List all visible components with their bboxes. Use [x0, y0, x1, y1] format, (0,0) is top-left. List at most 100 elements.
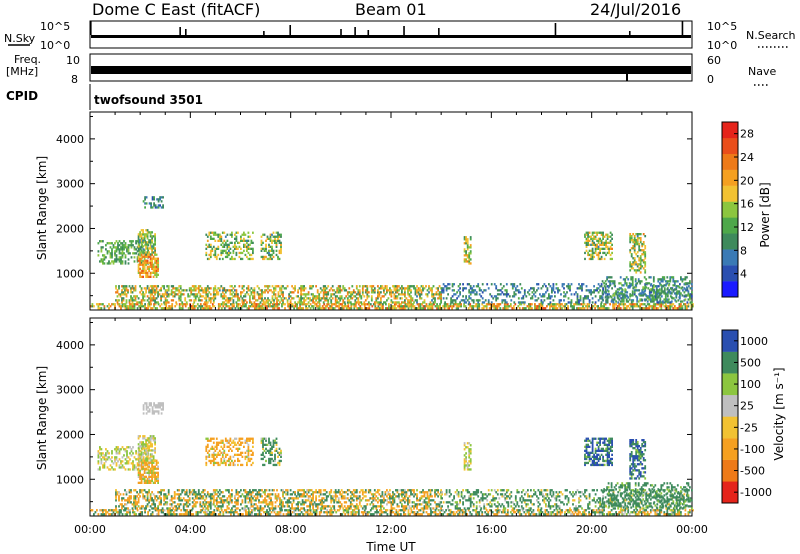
data-cell — [379, 307, 381, 310]
data-cell — [225, 511, 228, 514]
data-cell — [670, 305, 673, 308]
data-cell — [204, 303, 207, 306]
data-cell — [144, 305, 146, 308]
data-cell — [147, 307, 149, 310]
data-cell — [633, 243, 636, 246]
data-cell — [203, 489, 206, 492]
data-cell — [214, 233, 217, 236]
data-cell — [220, 307, 223, 310]
data-cell — [366, 287, 369, 290]
data-cell — [616, 513, 619, 516]
data-cell — [602, 287, 604, 290]
data-cell — [350, 511, 353, 514]
data-cell — [127, 305, 130, 308]
data-cell — [152, 245, 155, 248]
data-cell — [636, 263, 639, 266]
data-cell — [253, 503, 256, 506]
data-cell — [152, 299, 155, 302]
data-cell — [91, 305, 94, 308]
data-cell — [142, 233, 144, 236]
data-cell — [556, 307, 559, 310]
data-cell — [288, 511, 291, 514]
data-cell — [599, 289, 601, 292]
data-cell — [655, 513, 658, 516]
data-cell — [309, 307, 312, 310]
data-cell — [585, 297, 588, 300]
data-cell — [552, 287, 555, 290]
data-cell — [605, 299, 607, 302]
data-cell — [203, 291, 206, 294]
data-cell — [94, 511, 97, 514]
data-cell — [194, 287, 197, 290]
data-cell — [151, 299, 153, 302]
data-cell — [163, 503, 165, 506]
data-cell — [199, 503, 202, 506]
data-cell — [278, 235, 281, 238]
data-cell — [450, 301, 452, 304]
data-cell — [655, 509, 658, 512]
data-cell — [261, 489, 263, 492]
data-cell — [151, 259, 153, 262]
data-cell — [296, 307, 298, 310]
data-cell — [111, 242, 113, 245]
data-cell — [673, 305, 676, 308]
data-cell — [612, 298, 614, 301]
data-cell — [239, 509, 241, 512]
nsky-label: N.Sky — [4, 32, 36, 45]
data-cell — [293, 511, 295, 514]
data-cell — [145, 196, 148, 199]
data-cell — [254, 509, 256, 512]
data-cell — [165, 303, 168, 306]
data-cell — [178, 495, 181, 498]
data-cell — [465, 236, 467, 239]
nsky-spike — [681, 21, 684, 35]
data-cell — [691, 287, 693, 290]
data-cell — [215, 289, 218, 292]
data-cell — [155, 275, 158, 278]
data-cell — [163, 287, 165, 290]
data-cell — [109, 509, 112, 512]
data-cell — [390, 301, 393, 304]
data-cell — [115, 505, 117, 508]
data-cell — [466, 513, 469, 516]
data-cell — [369, 513, 372, 516]
data-cell — [629, 293, 632, 296]
data-cell — [201, 307, 204, 310]
data-cell — [208, 245, 211, 248]
data-cell — [317, 307, 320, 310]
data-cell — [664, 303, 667, 306]
data-cell — [265, 239, 267, 242]
data-cell — [588, 303, 590, 306]
data-cell — [212, 287, 215, 290]
data-cell — [465, 287, 467, 290]
data-cell — [576, 287, 579, 290]
data-cell — [155, 287, 158, 290]
data-cell — [169, 293, 172, 296]
data-cell — [224, 241, 227, 244]
data-cell — [152, 499, 155, 502]
data-cell — [209, 497, 212, 500]
data-cell — [663, 276, 666, 279]
data-cell — [383, 289, 385, 292]
data-cell — [630, 239, 633, 242]
data-cell — [143, 287, 146, 290]
data-cell — [158, 503, 161, 506]
data-cell — [118, 256, 121, 259]
data-cell — [598, 511, 601, 514]
data-cell — [621, 509, 624, 512]
data-cell — [631, 292, 634, 295]
data-cell — [609, 247, 612, 250]
data-cell — [466, 240, 469, 243]
data-cell — [184, 509, 187, 512]
data-cell — [639, 267, 642, 270]
data-cell — [217, 303, 220, 306]
data-cell — [338, 305, 341, 308]
data-cell — [480, 295, 483, 298]
data-cell — [590, 291, 592, 294]
data-cell — [161, 489, 164, 492]
data-cell — [483, 289, 486, 292]
data-cell — [448, 283, 451, 286]
data-cell — [413, 511, 416, 514]
data-cell — [424, 307, 426, 310]
data-cell — [276, 489, 278, 492]
